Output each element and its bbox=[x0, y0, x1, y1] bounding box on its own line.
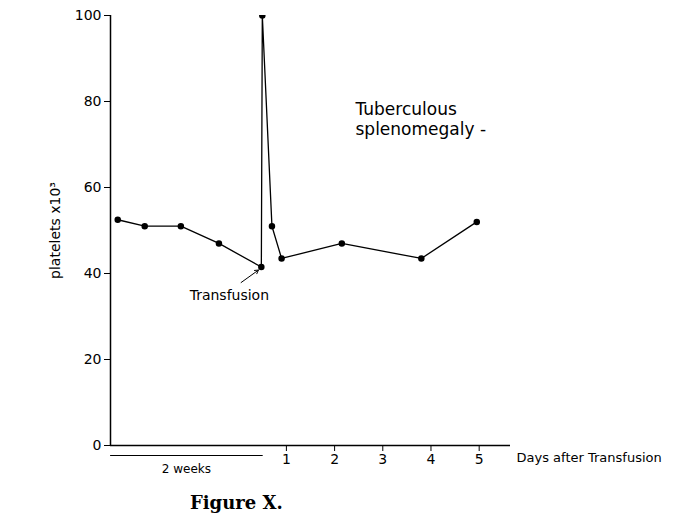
svg-text:40: 40 bbox=[84, 265, 102, 281]
svg-text:80: 80 bbox=[84, 93, 102, 109]
svg-text:5: 5 bbox=[475, 451, 484, 467]
svg-text:100: 100 bbox=[75, 7, 102, 23]
svg-text:0: 0 bbox=[93, 437, 102, 453]
svg-text:Transfusion: Transfusion bbox=[189, 287, 269, 303]
svg-text:Tuberculoussplenomegaly -: Tuberculoussplenomegaly - bbox=[355, 99, 487, 139]
svg-text:4: 4 bbox=[427, 451, 436, 467]
html-text:Figure X.: Figure X. bbox=[190, 492, 283, 513]
svg-text:2 weeks: 2 weeks bbox=[162, 462, 211, 476]
svg-text:2: 2 bbox=[330, 451, 339, 467]
svg-text:60: 60 bbox=[84, 179, 102, 195]
svg-text:20: 20 bbox=[84, 351, 102, 367]
svg-text:Days after Transfusion: Days after Transfusion bbox=[517, 450, 662, 465]
svg-text:platelets x10³: platelets x10³ bbox=[47, 182, 63, 279]
svg-text:1: 1 bbox=[282, 451, 291, 467]
svg-text:3: 3 bbox=[378, 451, 387, 467]
